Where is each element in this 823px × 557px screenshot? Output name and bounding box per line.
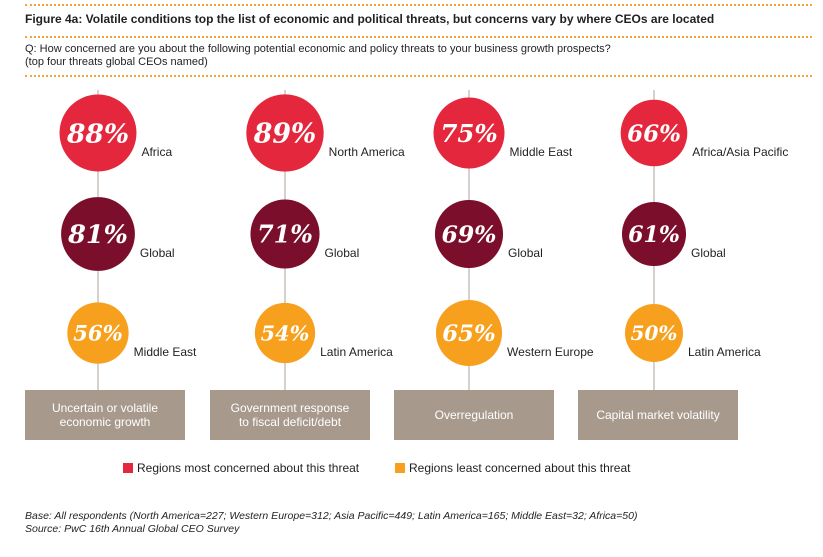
- figure-title: Figure 4a: Volatile conditions top the l…: [25, 12, 715, 26]
- bubble-global: [621, 201, 687, 267]
- bubble-value-label: 81%: [67, 220, 128, 250]
- bubble-value-label: 89%: [253, 119, 317, 150]
- region-label: North America: [329, 145, 405, 159]
- bubble-most-concerned: [59, 94, 137, 172]
- region-label: Global: [325, 246, 360, 260]
- base-note: Base: All respondents (North America=227…: [25, 510, 638, 522]
- bubble-most-concerned: [246, 94, 324, 172]
- bubble-value-label: 69%: [441, 220, 496, 248]
- region-label: Global: [691, 246, 726, 260]
- bubble-most-concerned: [433, 97, 505, 169]
- category-label: Capital market volatility: [596, 408, 720, 422]
- region-label: Middle East: [510, 145, 573, 159]
- category-label: Overregulation: [434, 408, 514, 422]
- bubble-value-label: 65%: [442, 321, 495, 347]
- survey-question-note: (top four threats global CEOs named): [25, 56, 208, 68]
- bubble-least-concerned: [67, 302, 129, 364]
- category-box: Capital market volatility: [578, 390, 738, 440]
- legend-item-least-concerned: Regions least concerned about this threa…: [395, 461, 630, 475]
- region-label: Latin America: [688, 345, 761, 359]
- bubble-value-label: 50%: [631, 321, 678, 345]
- bubble-least-concerned: [435, 299, 503, 367]
- bubble-value-label: 56%: [73, 321, 123, 346]
- bubble-value-label: 61%: [628, 222, 680, 248]
- region-label: Latin America: [320, 345, 393, 359]
- bubble-value-label: 88%: [66, 119, 129, 150]
- question-divider: [25, 75, 812, 77]
- category-box: Overregulation: [394, 390, 554, 440]
- legend-marker-least-concerned: [395, 463, 405, 473]
- bubble-most-concerned: [620, 99, 688, 167]
- bubble-value-label: 71%: [257, 221, 313, 249]
- category-label: Government response to fiscal deficit/de…: [230, 401, 350, 429]
- bubble-global: [250, 199, 320, 269]
- legend-label-least-concerned: Regions least concerned about this threa…: [409, 461, 631, 475]
- bubble-value-label: 75%: [440, 119, 497, 148]
- bubble-least-concerned: [625, 304, 683, 362]
- region-label: Africa/Asia Pacific: [692, 145, 788, 159]
- source-note: Source: PwC 16th Annual Global CEO Surve…: [25, 523, 240, 535]
- bubble-global: [61, 197, 135, 271]
- region-label: Global: [508, 246, 543, 260]
- legend-item-most-concerned: Regions most concerned about this threat: [123, 461, 359, 475]
- title-divider: [25, 36, 812, 38]
- legend-label-most-concerned: Regions most concerned about this threat: [137, 461, 360, 475]
- top-divider: [25, 4, 812, 6]
- region-label: Western Europe: [507, 345, 594, 359]
- category-box: Government response to fiscal deficit/de…: [210, 390, 370, 440]
- bubble-value-label: 54%: [261, 320, 310, 345]
- survey-question: Q: How concerned are you about the follo…: [25, 43, 611, 55]
- category-box: Uncertain or volatile economic growth: [25, 390, 185, 440]
- region-label: Middle East: [134, 345, 197, 359]
- region-label: Africa: [141, 145, 172, 159]
- region-label: Global: [140, 246, 175, 260]
- category-label: Uncertain or volatile economic growth: [51, 401, 159, 429]
- bubble-value-label: 66%: [627, 120, 681, 147]
- legend-marker-most-concerned: [123, 463, 133, 473]
- bubble-global: [434, 199, 504, 269]
- bubble-least-concerned: [254, 302, 316, 364]
